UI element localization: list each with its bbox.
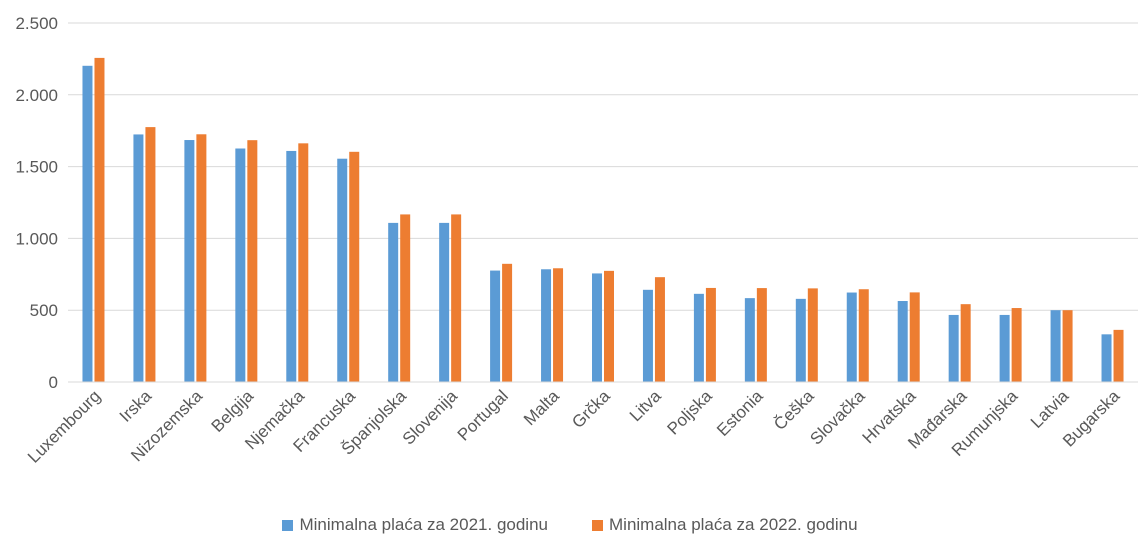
- bar-2021: [948, 314, 959, 382]
- bar-2022: [807, 288, 818, 382]
- bar-2022: [502, 263, 513, 382]
- bar-2021: [133, 134, 144, 382]
- y-tick-label: 1.500: [15, 158, 58, 177]
- bar-2021: [235, 148, 246, 382]
- bar-2022: [604, 270, 614, 382]
- bar-2022: [196, 134, 207, 382]
- legend: Minimalna plaća za 2021. godinu Minimaln…: [0, 515, 1140, 535]
- bar-2021: [642, 289, 653, 382]
- bar-2021: [897, 301, 908, 382]
- bar-2021: [693, 293, 704, 382]
- bar-2022: [1113, 329, 1124, 382]
- bar-2021: [846, 292, 857, 382]
- bar-2021: [490, 270, 501, 382]
- bar-2022: [909, 292, 920, 382]
- bar-2021: [744, 298, 755, 382]
- x-tick-label: Luxembourg: [24, 386, 104, 466]
- x-tick-label: Slovačka: [806, 386, 869, 449]
- bar-2022: [400, 214, 411, 382]
- legend-label-2021: Minimalna plaća za 2021. godinu: [299, 515, 548, 534]
- bar-2022: [298, 143, 309, 382]
- x-tick-label: Belgija: [208, 386, 258, 436]
- bar-2021: [795, 298, 806, 382]
- bar-2021: [1101, 334, 1112, 382]
- bar-2022: [94, 57, 105, 382]
- x-tick-label: Latvia: [1027, 386, 1073, 432]
- x-tick-label: Grčka: [568, 386, 614, 432]
- legend-swatch-2021: [282, 519, 294, 531]
- legend-item-2021: Minimalna plaća za 2021. godinu: [282, 515, 548, 535]
- x-tick-label: Slovenija: [399, 386, 462, 449]
- y-tick-label: 1.000: [15, 229, 58, 248]
- legend-item-2022: Minimalna plaća za 2022. godinu: [592, 515, 858, 535]
- x-tick-label: Portugal: [454, 386, 512, 444]
- bar-2022: [553, 268, 564, 382]
- bar-2022: [349, 151, 360, 382]
- bar-2022: [1062, 310, 1073, 382]
- bar-2021: [999, 314, 1010, 382]
- bar-2022: [145, 127, 156, 382]
- x-tick-label: Poljska: [664, 386, 717, 439]
- bar-2021: [286, 150, 297, 382]
- x-tick-label: Irska: [116, 386, 156, 426]
- x-tick-label: Malta: [520, 386, 563, 429]
- bar-2021: [388, 222, 399, 382]
- bar-2021: [439, 222, 450, 382]
- legend-swatch-2022: [592, 519, 603, 531]
- x-tick-label: Bugarska: [1059, 386, 1124, 451]
- legend-label-2022: Minimalna plaća za 2022. godinu: [609, 515, 858, 534]
- bar-2022: [451, 214, 462, 382]
- x-tick-label: Litva: [626, 386, 665, 425]
- bar-2022: [960, 304, 971, 382]
- y-tick-label: 2.000: [15, 86, 58, 105]
- y-tick-label: 0: [49, 373, 58, 392]
- bar-2022: [654, 277, 665, 382]
- x-tick-label: Estonia: [713, 386, 767, 440]
- bar-2022: [1011, 308, 1022, 382]
- y-tick-label: 500: [30, 301, 58, 320]
- bar-2021: [592, 273, 602, 382]
- bar-2022: [858, 289, 869, 382]
- bar-2021: [541, 269, 552, 382]
- bar-2021: [184, 140, 195, 382]
- bar-2022: [247, 140, 258, 382]
- bar-2022: [756, 288, 767, 382]
- bar-2021: [1050, 310, 1061, 382]
- bar-2021: [82, 65, 93, 383]
- bar-2022: [705, 287, 716, 382]
- y-tick-label: 2.500: [15, 14, 58, 33]
- x-tick-label: Češka: [770, 386, 818, 434]
- bar-2021: [337, 158, 348, 382]
